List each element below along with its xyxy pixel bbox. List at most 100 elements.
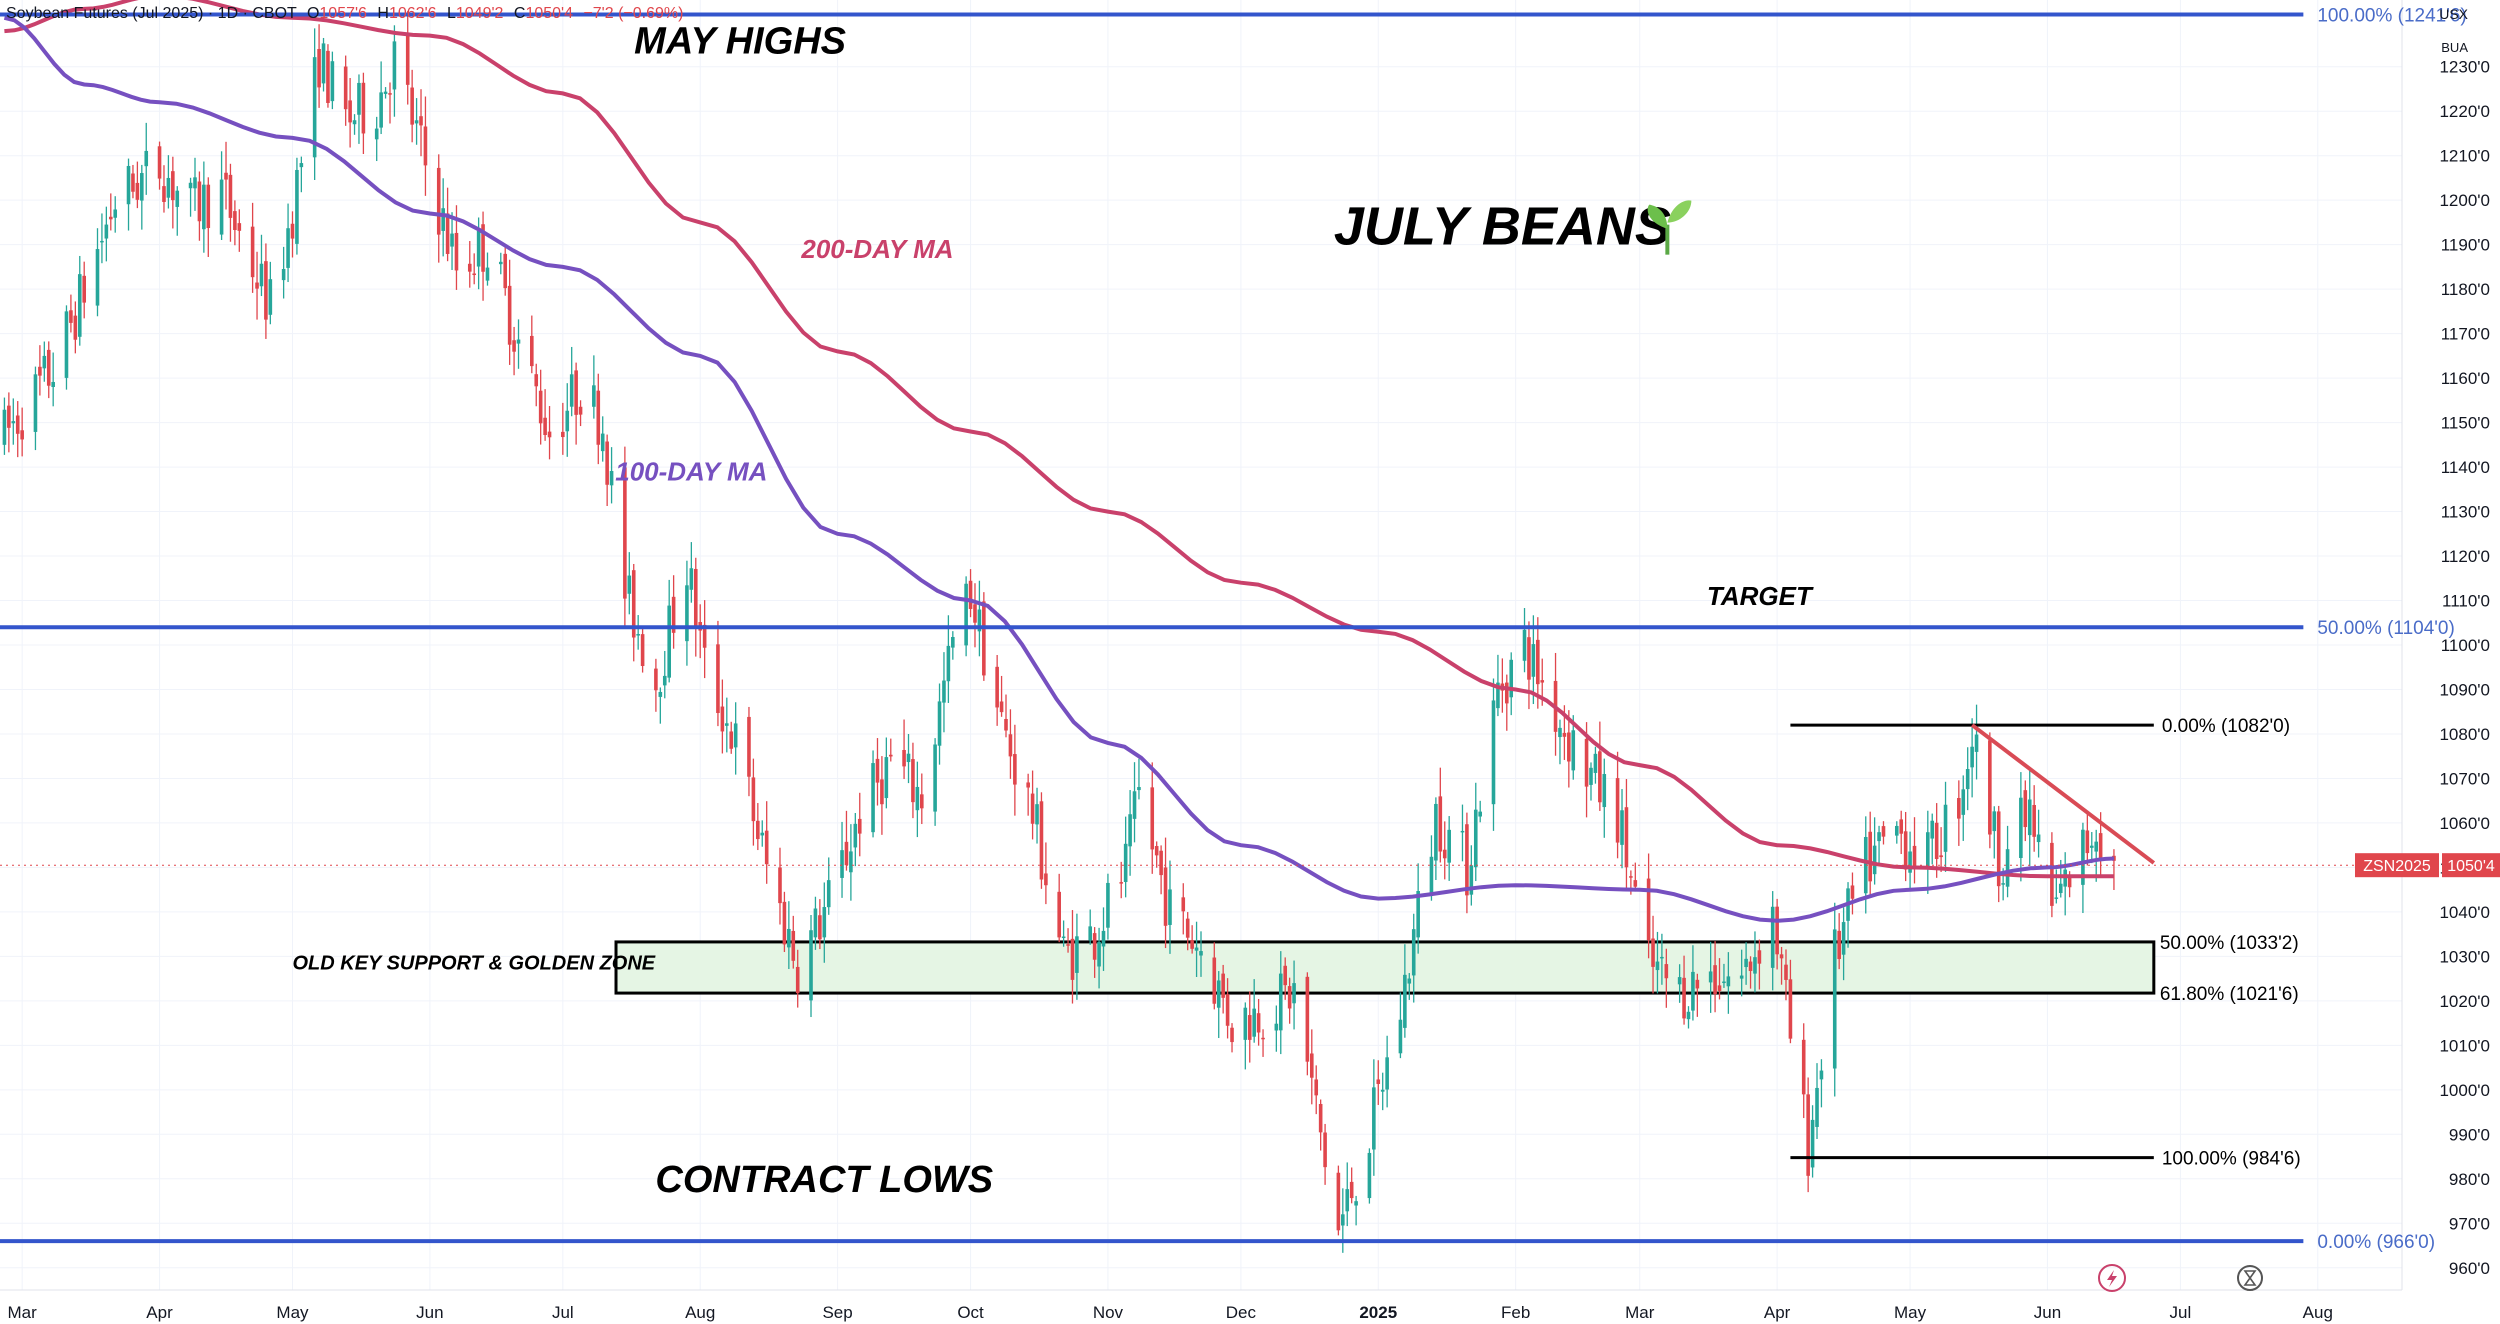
candle-body (689, 568, 694, 590)
candle-down (1806, 1077, 1810, 1193)
candle-up (1469, 845, 1474, 906)
candle-body (1252, 1008, 1256, 1037)
candle-body (951, 637, 955, 648)
candle-down (1717, 958, 1722, 1000)
candle-up (964, 576, 968, 657)
candle-body (756, 820, 760, 840)
candle-down (1748, 956, 1753, 989)
candle-body (2058, 883, 2063, 894)
candle-body (2085, 830, 2090, 854)
candle-up (2089, 832, 2094, 864)
candle-down (1163, 837, 1168, 949)
candle-up (1429, 835, 1434, 901)
candle-body (73, 315, 78, 340)
candle-down (264, 243, 268, 339)
candle-body (472, 273, 476, 276)
candle-body (1061, 936, 1066, 939)
candle-up (1739, 949, 1744, 997)
candle-up (725, 697, 729, 753)
lightning-icon-bolt (2107, 1270, 2117, 1287)
candle-down (2112, 849, 2116, 890)
candle-down (1057, 873, 1061, 943)
candle-up (188, 177, 193, 217)
candle-up (822, 882, 827, 963)
time-tick-label: Jun (2034, 1303, 2061, 1322)
price-tick-label: 1120'0 (2441, 547, 2490, 566)
candle-down (1004, 694, 1008, 738)
candle-up (787, 901, 791, 970)
candle-body (1159, 850, 1163, 876)
candle-body (2089, 845, 2094, 848)
candle-body (693, 568, 698, 629)
candle-body (441, 208, 445, 231)
candle-up (636, 615, 640, 650)
fib-label-618: 61.80% (1021'6) (2160, 984, 2299, 1005)
candle-body (1478, 811, 1482, 817)
price-tick-label: 1230'0 (2439, 58, 2490, 77)
candle-up (826, 857, 831, 915)
candle-body (1988, 740, 1992, 835)
candle-up (1372, 1059, 1376, 1176)
candle-body (503, 253, 508, 289)
candle-up (1274, 1005, 1279, 1052)
candle-body (667, 605, 671, 678)
candle-down (1939, 827, 1943, 872)
high-label: H (377, 5, 389, 22)
candle-body (188, 182, 193, 189)
candle-body (627, 575, 632, 594)
candle-body (1216, 980, 1221, 1008)
candle-up (733, 702, 738, 775)
candle-body (1491, 700, 1496, 805)
seedling-icon (1647, 200, 1692, 255)
candle-down (888, 738, 893, 762)
candle-up (1832, 902, 1837, 1097)
candle-body (733, 723, 738, 748)
price-tick-label: 1170'0 (2441, 325, 2490, 344)
candle-body (268, 279, 273, 315)
candle-body (206, 184, 211, 229)
candle-body (166, 177, 171, 198)
candle-down (82, 261, 87, 319)
candle-down (623, 446, 627, 629)
candle-body (1881, 826, 1886, 837)
time-tick-label: Jun (416, 1303, 443, 1322)
candle-body (343, 66, 348, 110)
candle-down (1044, 842, 1048, 905)
candle-down (982, 592, 986, 681)
candle-body (849, 851, 853, 873)
candle-body (880, 779, 884, 805)
candle-body (1837, 930, 1841, 960)
currency-unit[interactable]: USX (2439, 6, 2468, 22)
candle-body (920, 794, 924, 809)
candle-body (290, 223, 295, 239)
candle-body (1744, 958, 1748, 968)
candle-up (498, 252, 503, 275)
candle-up (1531, 615, 1536, 705)
candle-body (999, 701, 1004, 713)
candle-down (46, 341, 51, 399)
candle-up (1252, 979, 1256, 1043)
candle-body (1278, 973, 1283, 1031)
hourglass-icon[interactable] (2237, 1265, 2263, 1291)
candle-up (193, 157, 197, 211)
candle-body (1088, 926, 1093, 941)
candle-body (1465, 824, 1469, 896)
candle-body (516, 339, 521, 344)
candle-up (689, 542, 694, 603)
candle-body (157, 146, 162, 179)
candle-body (2019, 797, 2023, 859)
candle-up (1930, 813, 1935, 865)
candle-down (1713, 941, 1717, 1013)
candle-body (1970, 746, 1974, 768)
lightning-icon[interactable] (2098, 1264, 2126, 1292)
price-tick-label: 1040'0 (2439, 903, 2490, 922)
candle-body (787, 928, 791, 948)
candle-body (1646, 878, 1651, 941)
candle-body (357, 82, 361, 115)
candle-body (623, 467, 627, 599)
currency-subunit[interactable]: BUA (2441, 40, 2468, 55)
candle-down (543, 389, 547, 441)
candle-up (414, 98, 419, 145)
candle-body (2005, 849, 2010, 887)
